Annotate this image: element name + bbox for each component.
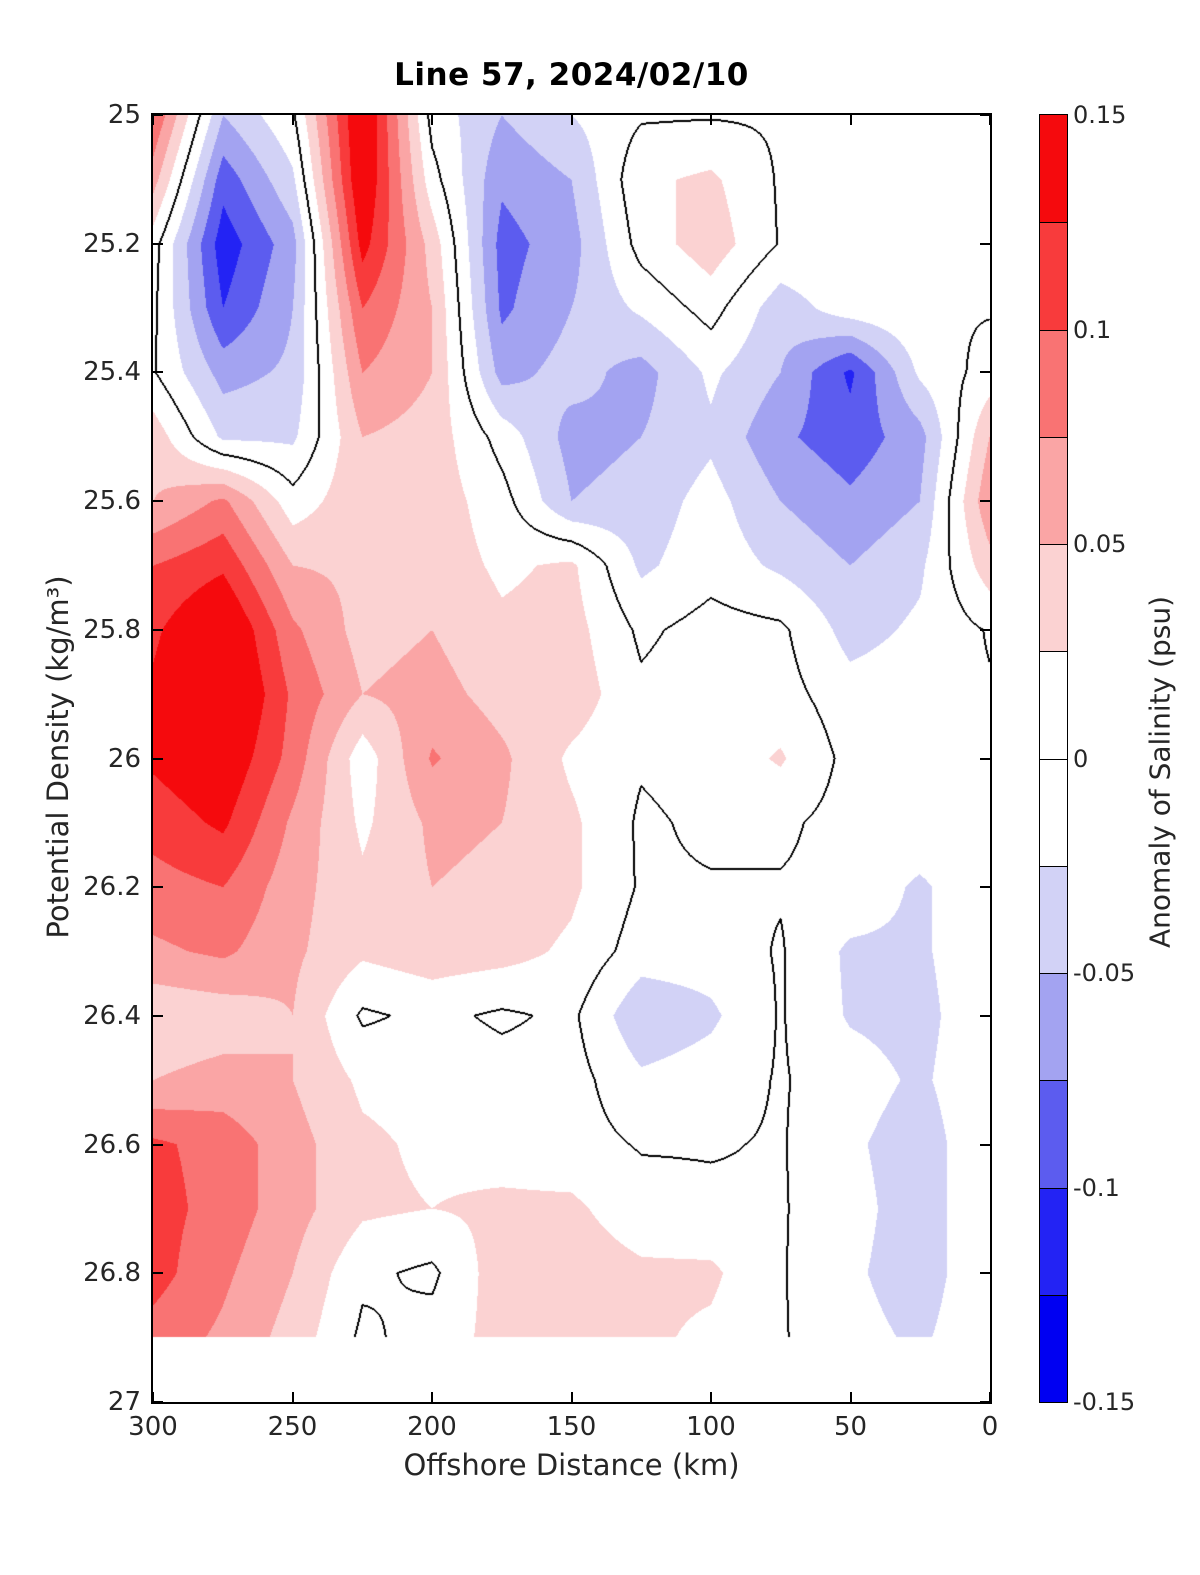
colorbar-tick-label: 0.05 bbox=[1073, 530, 1127, 558]
y-tick-mark bbox=[980, 371, 990, 374]
y-tick-mark bbox=[980, 500, 990, 503]
colorbar-tick-label: -0.15 bbox=[1073, 1388, 1136, 1416]
colorbar-tick-label: 0 bbox=[1073, 744, 1089, 773]
colorbar-tick-label: -0.1 bbox=[1073, 1173, 1120, 1202]
y-tick-mark bbox=[153, 1014, 163, 1017]
x-tick-label: 50 bbox=[833, 1412, 868, 1442]
y-tick-label: 25 bbox=[107, 100, 141, 130]
x-tick-mark bbox=[152, 115, 154, 125]
y-tick-mark bbox=[980, 757, 990, 760]
page-title: Line 57, 2024/02/10 bbox=[394, 57, 749, 93]
x-tick-label: 200 bbox=[407, 1412, 457, 1442]
y-tick-label: 26.4 bbox=[83, 1000, 141, 1031]
x-tick-label: 300 bbox=[128, 1412, 178, 1442]
x-tick-label: 150 bbox=[546, 1412, 597, 1442]
x-tick-label: 250 bbox=[267, 1412, 318, 1442]
y-tick-label: 25.4 bbox=[83, 357, 141, 388]
x-tick-mark bbox=[849, 115, 852, 125]
y-tick-mark bbox=[153, 500, 163, 503]
colorbar-tick-label: -0.05 bbox=[1073, 959, 1136, 987]
x-tick-mark bbox=[570, 1392, 573, 1402]
colorbar-segment bbox=[1040, 436, 1067, 544]
colorbar-segment bbox=[1040, 1294, 1067, 1402]
y-tick-mark bbox=[153, 886, 163, 889]
y-tick-mark bbox=[980, 242, 990, 245]
y-tick-mark bbox=[153, 242, 163, 245]
y-tick-label: 27 bbox=[107, 1387, 141, 1417]
x-tick-mark bbox=[431, 1392, 433, 1402]
contour-canvas bbox=[153, 115, 990, 1402]
y-tick-mark bbox=[980, 1272, 990, 1275]
x-tick-mark bbox=[710, 1392, 712, 1402]
colorbar-segment bbox=[1040, 865, 1067, 973]
y-tick-mark bbox=[980, 886, 990, 889]
y-tick-label: 25.6 bbox=[83, 486, 141, 517]
colorbar-segment bbox=[1040, 651, 1067, 759]
x-tick-label: 0 bbox=[981, 1412, 999, 1442]
y-tick-mark bbox=[980, 628, 990, 631]
y-tick-mark bbox=[980, 1014, 990, 1017]
y-tick-label: 26.2 bbox=[83, 872, 141, 903]
x-tick-mark bbox=[431, 115, 433, 125]
x-tick-mark bbox=[989, 1392, 991, 1402]
x-tick-label: 100 bbox=[686, 1412, 736, 1442]
plot-area bbox=[151, 113, 992, 1404]
y-tick-mark bbox=[153, 114, 163, 116]
colorbar-segment bbox=[1040, 544, 1067, 652]
colorbar-label: Anomaly of Salinity (psu) bbox=[1143, 595, 1177, 949]
y-tick-label: 25.8 bbox=[83, 614, 141, 645]
y-tick-mark bbox=[980, 1143, 990, 1146]
colorbar-segment bbox=[1040, 1187, 1067, 1295]
colorbar-tick-label: 0.1 bbox=[1073, 315, 1112, 344]
x-tick-mark bbox=[291, 115, 294, 125]
y-tick-mark bbox=[153, 1272, 163, 1275]
colorbar-segment bbox=[1040, 1080, 1067, 1188]
y-axis-label: Potential Density (kg/m³) bbox=[41, 575, 75, 939]
x-tick-mark bbox=[291, 1392, 294, 1402]
x-tick-mark bbox=[570, 115, 573, 125]
colorbar-tick-label: 0.15 bbox=[1073, 101, 1127, 129]
y-tick-label: 26 bbox=[107, 743, 141, 774]
y-tick-mark bbox=[153, 1401, 163, 1403]
y-tick-label: 26.8 bbox=[83, 1258, 141, 1289]
y-tick-mark bbox=[153, 628, 163, 631]
y-tick-mark bbox=[980, 114, 990, 116]
y-tick-label: 25.2 bbox=[83, 228, 141, 259]
y-tick-mark bbox=[153, 757, 163, 760]
colorbar-segment bbox=[1040, 222, 1067, 330]
x-tick-mark bbox=[989, 115, 991, 125]
y-tick-mark bbox=[153, 371, 163, 374]
y-tick-label: 26.6 bbox=[83, 1129, 141, 1160]
colorbar-segment bbox=[1040, 115, 1067, 223]
x-tick-mark bbox=[710, 115, 712, 125]
colorbar-segment bbox=[1040, 329, 1067, 437]
colorbar-segment bbox=[1040, 758, 1067, 866]
x-tick-mark bbox=[849, 1392, 852, 1402]
y-tick-mark bbox=[153, 1143, 163, 1146]
colorbar-segment bbox=[1040, 973, 1067, 1081]
x-axis-label: Offshore Distance (km) bbox=[403, 1448, 740, 1482]
y-tick-mark bbox=[980, 1401, 990, 1403]
colorbar bbox=[1039, 114, 1068, 1403]
x-tick-mark bbox=[152, 1392, 154, 1402]
